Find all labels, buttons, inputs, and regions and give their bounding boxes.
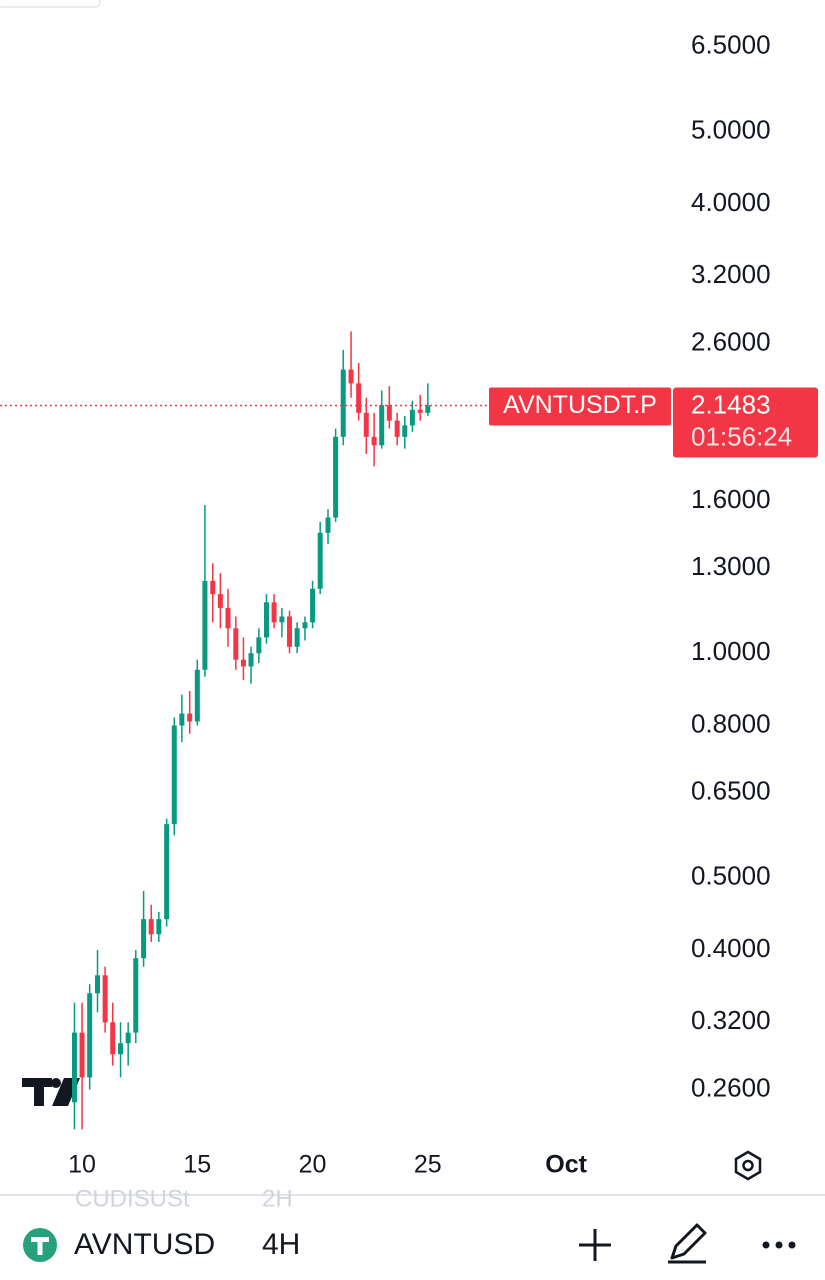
y-tick-label: 3.2000	[691, 259, 771, 289]
candle-body	[171, 725, 177, 825]
candle-body	[233, 628, 239, 660]
x-tick-label: 20	[299, 1151, 327, 1179]
candle-body	[417, 409, 423, 413]
candle-body	[110, 1022, 116, 1055]
candle-body	[325, 517, 331, 533]
y-tick-label: 2.6000	[691, 327, 771, 357]
candle-body	[156, 919, 162, 935]
candle-body	[310, 588, 316, 623]
candle-body	[148, 919, 154, 935]
x-tick-label: 10	[68, 1151, 96, 1179]
candle-body	[263, 602, 269, 638]
ghost-interval: 2H	[262, 1185, 293, 1212]
y-tick-label: 0.8000	[691, 708, 771, 738]
y-tick-label: 6.5000	[691, 30, 771, 60]
candle-body	[102, 975, 108, 1023]
candle-body	[386, 405, 392, 421]
candle-body	[133, 958, 139, 1033]
candle-body	[379, 405, 385, 446]
candle-body	[356, 383, 362, 413]
candle-body	[141, 919, 147, 959]
candle-body	[118, 1043, 124, 1055]
price-tag	[673, 387, 818, 458]
candle-body	[187, 713, 193, 722]
ghost-symbol: CUDISUSt	[75, 1185, 190, 1212]
countdown: 01:56:24	[691, 421, 792, 451]
candle-body	[202, 580, 208, 670]
candle-body	[340, 369, 346, 437]
y-tick-label: 1.6000	[691, 484, 771, 514]
toolbar-interval[interactable]: 4H	[262, 1228, 300, 1261]
y-tick-label: 1.3000	[691, 551, 771, 581]
candle-body	[71, 1032, 77, 1103]
candle-body	[248, 653, 254, 667]
y-tick-label: 0.4000	[691, 933, 771, 963]
candle-body	[302, 622, 308, 629]
candle-body	[425, 405, 431, 413]
candle-body	[363, 412, 369, 437]
y-tick-label: 5.0000	[691, 115, 771, 145]
y-tick-label: 0.3200	[691, 1005, 771, 1035]
candle-body	[95, 975, 101, 994]
symbol-tag	[489, 387, 671, 426]
tradingview-logo	[22, 1078, 80, 1106]
candle-body	[287, 616, 293, 647]
draw-icon[interactable]	[668, 1223, 707, 1264]
candle-body	[256, 637, 262, 654]
candle-body	[402, 425, 408, 437]
candle-body	[279, 616, 285, 623]
candle-body	[371, 436, 377, 446]
settings-icon[interactable]	[734, 1150, 762, 1181]
candle-body	[225, 607, 231, 629]
y-tick-label: 4.0000	[691, 187, 771, 217]
candle-body	[179, 713, 185, 726]
y-tick-label: 0.6500	[691, 776, 771, 806]
price-tag-label: 2.1483	[691, 389, 771, 419]
candle-body	[294, 628, 300, 647]
candles	[71, 331, 431, 1130]
candle-body	[409, 409, 415, 426]
candle-body	[317, 532, 323, 589]
tether-logo[interactable]	[23, 1228, 57, 1262]
candle-body	[394, 420, 400, 437]
more-icon[interactable]	[762, 1241, 796, 1249]
top-button[interactable]	[0, 0, 101, 8]
toolbar-symbol[interactable]: AVNTUSD	[74, 1228, 215, 1261]
candle-body	[87, 993, 93, 1078]
x-tick-label: Oct	[545, 1151, 587, 1179]
candle-body	[210, 580, 216, 595]
add-icon[interactable]	[579, 1229, 611, 1261]
candle-body	[217, 594, 223, 608]
x-tick-label: 15	[183, 1151, 211, 1179]
candle-body	[348, 369, 354, 384]
candle-body	[164, 824, 170, 920]
candle-body	[240, 659, 246, 667]
candle-body	[333, 436, 339, 518]
candle-body	[79, 1032, 85, 1078]
candle-body	[194, 669, 200, 722]
y-tick-label: 0.5000	[691, 861, 771, 891]
x-tick-label: 25	[414, 1151, 442, 1179]
candle-body	[125, 1032, 131, 1044]
candle-body	[271, 602, 277, 623]
y-tick-label: 1.0000	[691, 636, 771, 666]
symbol-tag-label: AVNTUSDT.P	[503, 391, 657, 419]
y-tick-label: 0.2600	[691, 1072, 771, 1102]
